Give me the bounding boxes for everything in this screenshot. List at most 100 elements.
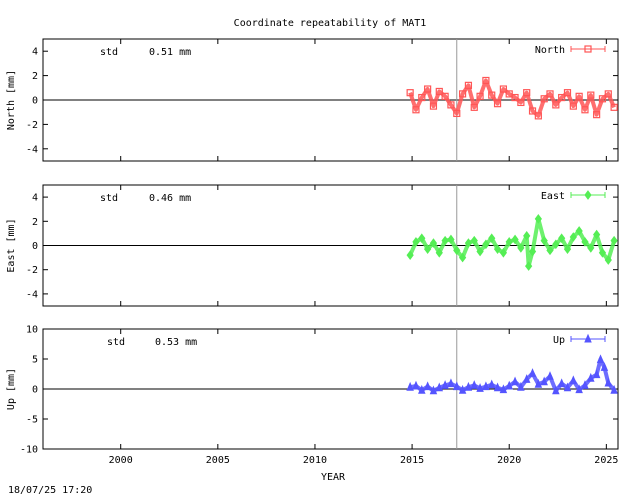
data-point [412,380,420,390]
data-point [517,381,525,391]
data-point [534,112,542,120]
data-point [406,381,414,391]
y-tick-label: -4 [26,289,38,300]
data-point [424,85,432,93]
data-point [482,239,490,250]
data-point [505,90,513,98]
data-point [546,371,554,380]
data-point [447,234,455,245]
data-point [552,239,560,250]
data-point [447,101,455,109]
std-label: std [100,47,118,58]
data-point [592,369,601,379]
data-point [406,250,414,261]
y-tick-label: 2 [32,71,38,82]
data-point [429,102,438,110]
panel-east: 4 2 0 -2 -4 East [mm] std 0.46 mm East [6,184,619,307]
data-point [558,233,566,244]
data-point [458,90,467,98]
data-point [488,91,496,99]
data-point [482,381,490,391]
data-point [493,382,502,392]
data-point [563,382,572,392]
data-point [435,247,443,258]
data-point [441,235,449,246]
y-tick-label: 4 [32,47,38,58]
data-point [453,109,461,118]
data-point [453,245,461,256]
data-point [447,378,455,388]
data-point [488,233,496,244]
y-tick-label: 0 [32,241,38,252]
data-point [581,380,589,389]
data-point [435,382,444,392]
data-point [487,379,496,389]
std-label: std [100,193,118,204]
data-point [412,106,420,114]
data-point [557,378,566,388]
data-point [610,235,618,246]
data-point [464,81,473,89]
data-point [429,238,438,248]
y-tick-label: 10 [26,325,38,336]
data-point [581,106,589,114]
data-point [464,238,473,248]
data-point [523,89,531,97]
data-point [423,381,432,391]
data-point [540,95,548,103]
data-point [600,362,609,371]
data-point [546,245,554,256]
data-point [505,237,513,247]
legend-marker [584,333,592,343]
data-point [441,380,449,389]
data-point [546,90,554,98]
data-point [470,235,478,246]
y-tick-label: -4 [26,144,38,155]
panel-north: 4 2 0 -2 -4 North [mm] std 0.51 mm North [6,38,619,162]
data-point [441,92,449,100]
data-point [563,89,572,97]
data-point [499,247,508,258]
data-point [511,376,519,386]
data-point [424,244,432,254]
data-point [429,385,438,395]
data-point [558,93,566,102]
data-point [593,111,601,119]
data-point [581,237,589,247]
data-point [604,255,612,265]
std-value: 0.46 mm [149,193,191,204]
data-point [418,384,426,394]
data-point [511,234,519,245]
x-tick-label: 2010 [303,455,327,466]
data-point [587,372,595,382]
data-point [482,76,490,85]
y-tick-label: -10 [20,445,38,456]
legend-marker [584,190,592,200]
data-point [523,230,531,241]
data-point [587,243,595,253]
data-point [534,378,543,388]
x-tick-label: 2015 [400,455,424,466]
data-point [528,246,537,257]
data-point [528,107,537,115]
chart-title: Coordinate repeatability of MAT1 [234,18,427,29]
data-point [418,233,426,244]
data-point [458,252,467,263]
std-label: std [107,337,125,348]
x-tick-label: 2025 [594,455,618,466]
data-point [458,384,467,394]
data-point [522,374,531,383]
data-point [563,244,572,254]
y-axis-label: East [mm] [6,218,17,272]
y-tick-label: 4 [32,193,38,204]
data-point [587,91,595,99]
x-axis-label: YEAR [321,472,346,483]
data-point [470,103,478,111]
std-value: 0.53 mm [155,337,197,348]
data-point [569,102,577,110]
data-point [569,232,577,242]
data-point [470,380,479,389]
y-tick-label: -5 [26,415,38,426]
data-point [593,229,601,240]
